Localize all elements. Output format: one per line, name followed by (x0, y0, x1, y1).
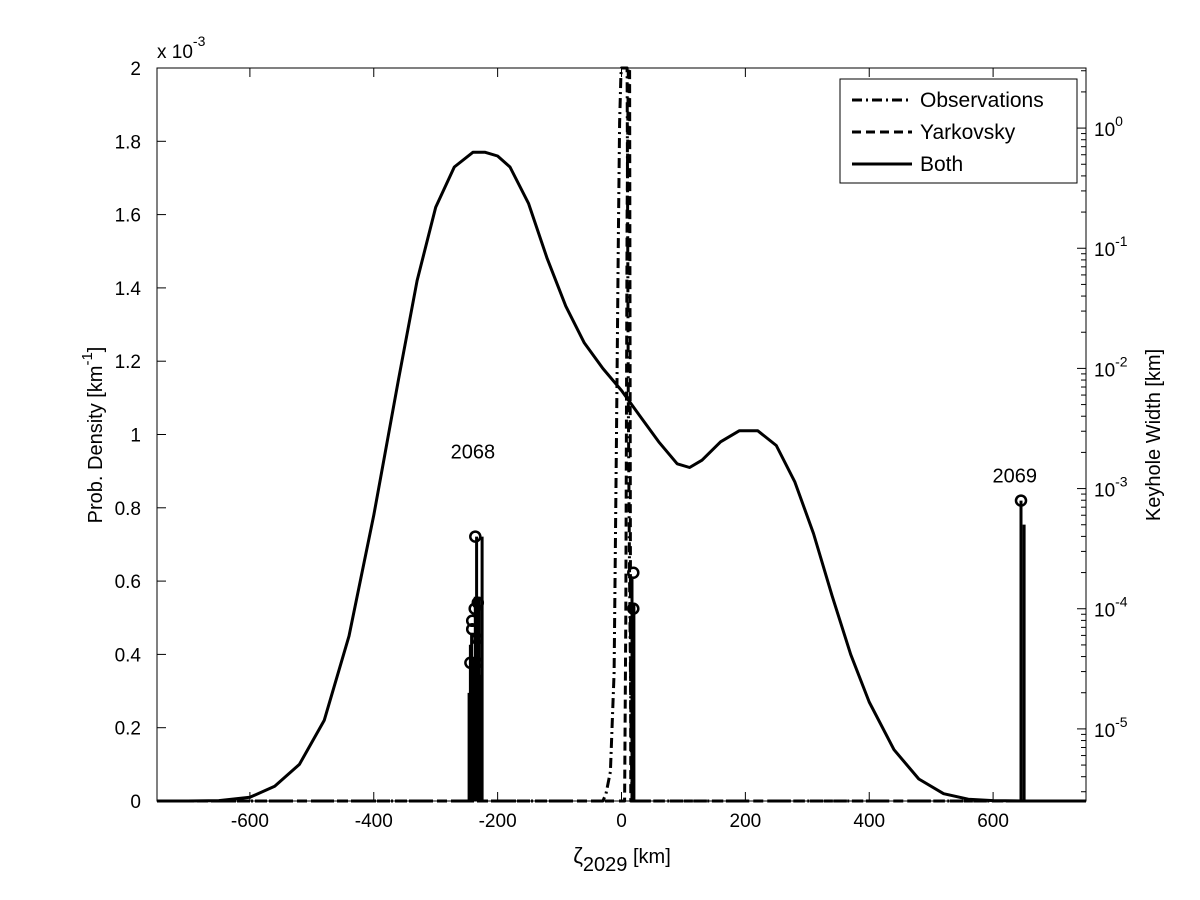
x-tick-label: -200 (479, 811, 517, 832)
legend: Observations Yarkovsky Both (839, 78, 1078, 184)
y-multiplier: x 10-3 (157, 33, 206, 63)
y-tick-label: 1.6 (115, 206, 141, 227)
keyhole-marker (465, 622, 479, 636)
keyhole-marker-layer (464, 494, 1028, 670)
y-tick-label: 0.6 (115, 572, 141, 593)
y2-tick-label: 10-5 (1094, 714, 1128, 742)
x-tick-label: 400 (853, 811, 885, 832)
y-tick-label: 1.4 (115, 279, 142, 300)
y2-tick-label: 100 (1094, 113, 1123, 141)
x-tick-label: 600 (977, 811, 1009, 832)
keyhole-marker (1014, 494, 1028, 507)
y-axis-title-bracket: ] (85, 347, 107, 353)
y-axis-title: Prob. Density [km-1] (79, 347, 107, 524)
y2-axis-ticks: 10-5 10-4 10-3 10-2 10-1 100 (1077, 70, 1128, 793)
y-tick-label: 0 (130, 792, 141, 813)
x-axis-title-unit: [km] (627, 846, 670, 868)
y2-tick-label: 10-1 (1094, 233, 1128, 261)
y2-tick-label: 10-3 (1094, 474, 1128, 502)
keyhole-stem-layer (467, 500, 1026, 801)
x-axis-title: ζ2029 [km] (573, 843, 671, 876)
y-tick-label: 1.8 (115, 132, 141, 153)
y-multiplier-exponent: -3 (193, 33, 206, 49)
y-tick-label: 1 (130, 426, 141, 447)
keyhole-marker (465, 614, 479, 628)
series-both-line (157, 150, 1086, 803)
legend-label-yarkovsky: Yarkovsky (920, 121, 1016, 144)
x-axis-title-subscript: 2029 (583, 854, 628, 876)
keyhole-marker (627, 602, 640, 615)
x-axis-ticks: -600 -400 -200 0 200 400 600 (231, 68, 1009, 832)
y-tick-label: 2 (130, 59, 141, 80)
year-annotation: 2069 (993, 466, 1038, 488)
y-tick-label: 0.2 (115, 719, 141, 740)
keyhole-marker (468, 602, 481, 615)
y-tick-label: 1.2 (115, 352, 141, 373)
y-axis-title-superscript: -1 (79, 352, 96, 365)
keyhole-marker (469, 530, 482, 543)
keyhole-marker (627, 566, 640, 579)
legend-box (839, 78, 1078, 184)
keyhole-marker (464, 656, 477, 670)
y-axis-ticks: 0 0.2 0.4 0.6 0.8 1 1.2 1.4 1.6 1.8 2 (115, 59, 166, 813)
x-tick-label: 200 (730, 811, 762, 832)
plot-area (157, 68, 1086, 801)
keyhole-marker (470, 632, 484, 646)
x-tick-label: 0 (616, 811, 627, 832)
keyhole-marker (471, 596, 485, 609)
keyhole-marker (470, 656, 484, 670)
y2-tick-label: 10-4 (1094, 594, 1128, 622)
y-tick-label: 0.4 (115, 645, 142, 666)
x-tick-label: -400 (355, 811, 393, 832)
y-tick-label: 0.8 (115, 499, 141, 520)
y2-axis-title: Keyhole Width [km] (1143, 349, 1165, 521)
year-annotation: 2068 (451, 442, 496, 464)
legend-label-both: Both (920, 153, 963, 176)
x-tick-label: -600 (231, 811, 269, 832)
y2-tick-label: 10-2 (1094, 353, 1128, 381)
annotation-layer: 2068 2069 (451, 442, 1037, 488)
legend-label-observations: Observations (920, 89, 1044, 112)
